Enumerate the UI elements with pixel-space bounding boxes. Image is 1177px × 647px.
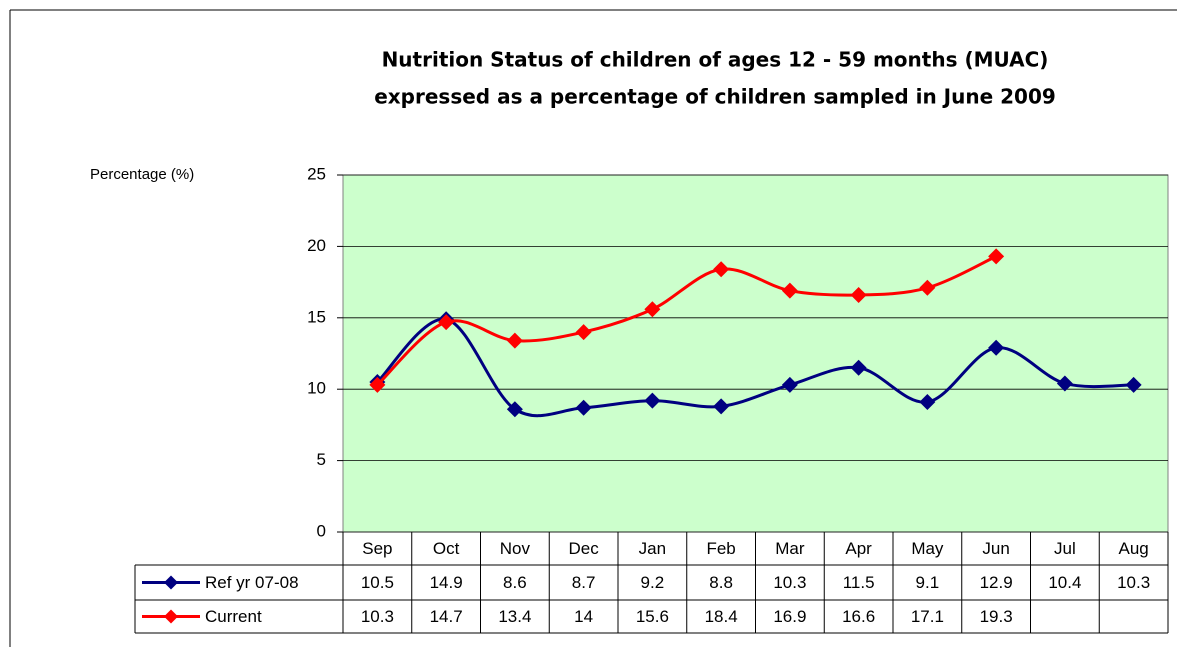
x-tick-label: Sep (362, 539, 392, 558)
legend-marker (164, 575, 178, 590)
marker (713, 398, 730, 415)
x-tick-label: Jul (1054, 539, 1076, 558)
marker (988, 248, 1005, 265)
x-tick-label: May (911, 539, 944, 558)
table-value: 15.6 (636, 607, 669, 626)
table-value: 14.9 (430, 573, 463, 592)
table-value: 18.4 (705, 607, 738, 626)
marker (850, 359, 867, 376)
table-value: 16.6 (842, 607, 875, 626)
x-tick-label: Mar (775, 539, 805, 558)
marker (781, 282, 798, 299)
series-line (376, 255, 997, 387)
marker (506, 401, 523, 418)
table-value: 9.2 (641, 573, 665, 592)
marker (575, 324, 592, 341)
x-tick-label: Aug (1119, 539, 1149, 558)
marker (781, 376, 798, 393)
x-tick-label: Jun (982, 539, 1009, 558)
marker (1125, 376, 1142, 393)
y-tick-label: 20 (307, 236, 326, 255)
table-value: 10.5 (361, 573, 394, 592)
x-tick-label: Jan (639, 539, 666, 558)
legend-label: Current (205, 607, 262, 626)
table-value: 17.1 (911, 607, 944, 626)
table-value: 11.5 (843, 573, 875, 592)
table-value: 9.1 (916, 573, 940, 592)
y-tick-label: 25 (307, 164, 326, 183)
legend-label: Ref yr 07-08 (205, 573, 299, 592)
y-tick-label: 15 (307, 307, 326, 326)
marker (644, 301, 661, 318)
x-tick-label: Apr (845, 539, 872, 558)
chart-title: expressed as a percentage of children sa… (374, 85, 1056, 109)
table-value: 14 (574, 607, 593, 626)
table-value: 8.7 (572, 573, 596, 592)
marker (575, 399, 592, 416)
table-value: 10.4 (1048, 573, 1081, 592)
table-value: 8.8 (709, 573, 733, 592)
x-tick-label: Oct (433, 539, 460, 558)
marker (713, 261, 730, 278)
x-tick-label: Feb (706, 539, 735, 558)
x-tick-label: Dec (569, 539, 600, 558)
x-tick-label: Nov (500, 539, 531, 558)
plot-area (342, 174, 1169, 533)
marker (919, 394, 936, 411)
table-value: 8.6 (503, 573, 527, 592)
marker (1056, 375, 1073, 392)
y-tick-label: 10 (307, 379, 326, 398)
y-tick-label: 0 (317, 521, 326, 540)
marker (438, 314, 455, 331)
table-value: 16.9 (773, 607, 806, 626)
marker (919, 279, 936, 296)
y-tick-label: 5 (317, 450, 326, 469)
chart-title: Nutrition Status of children of ages 12 … (382, 48, 1049, 72)
table-value: 10.3 (361, 607, 394, 626)
table-value: 14.7 (430, 607, 463, 626)
table-value: 13.4 (498, 607, 531, 626)
table-value: 10.3 (1117, 573, 1150, 592)
marker (850, 286, 867, 303)
marker (988, 339, 1005, 356)
table-value: 10.3 (773, 573, 806, 592)
marker (369, 376, 386, 393)
table-value: 19.3 (980, 607, 1013, 626)
table-value: 12.9 (980, 573, 1013, 592)
y-axis-label: Percentage (%) (90, 166, 194, 183)
marker (644, 392, 661, 409)
marker (506, 332, 523, 349)
legend-marker (164, 609, 178, 624)
